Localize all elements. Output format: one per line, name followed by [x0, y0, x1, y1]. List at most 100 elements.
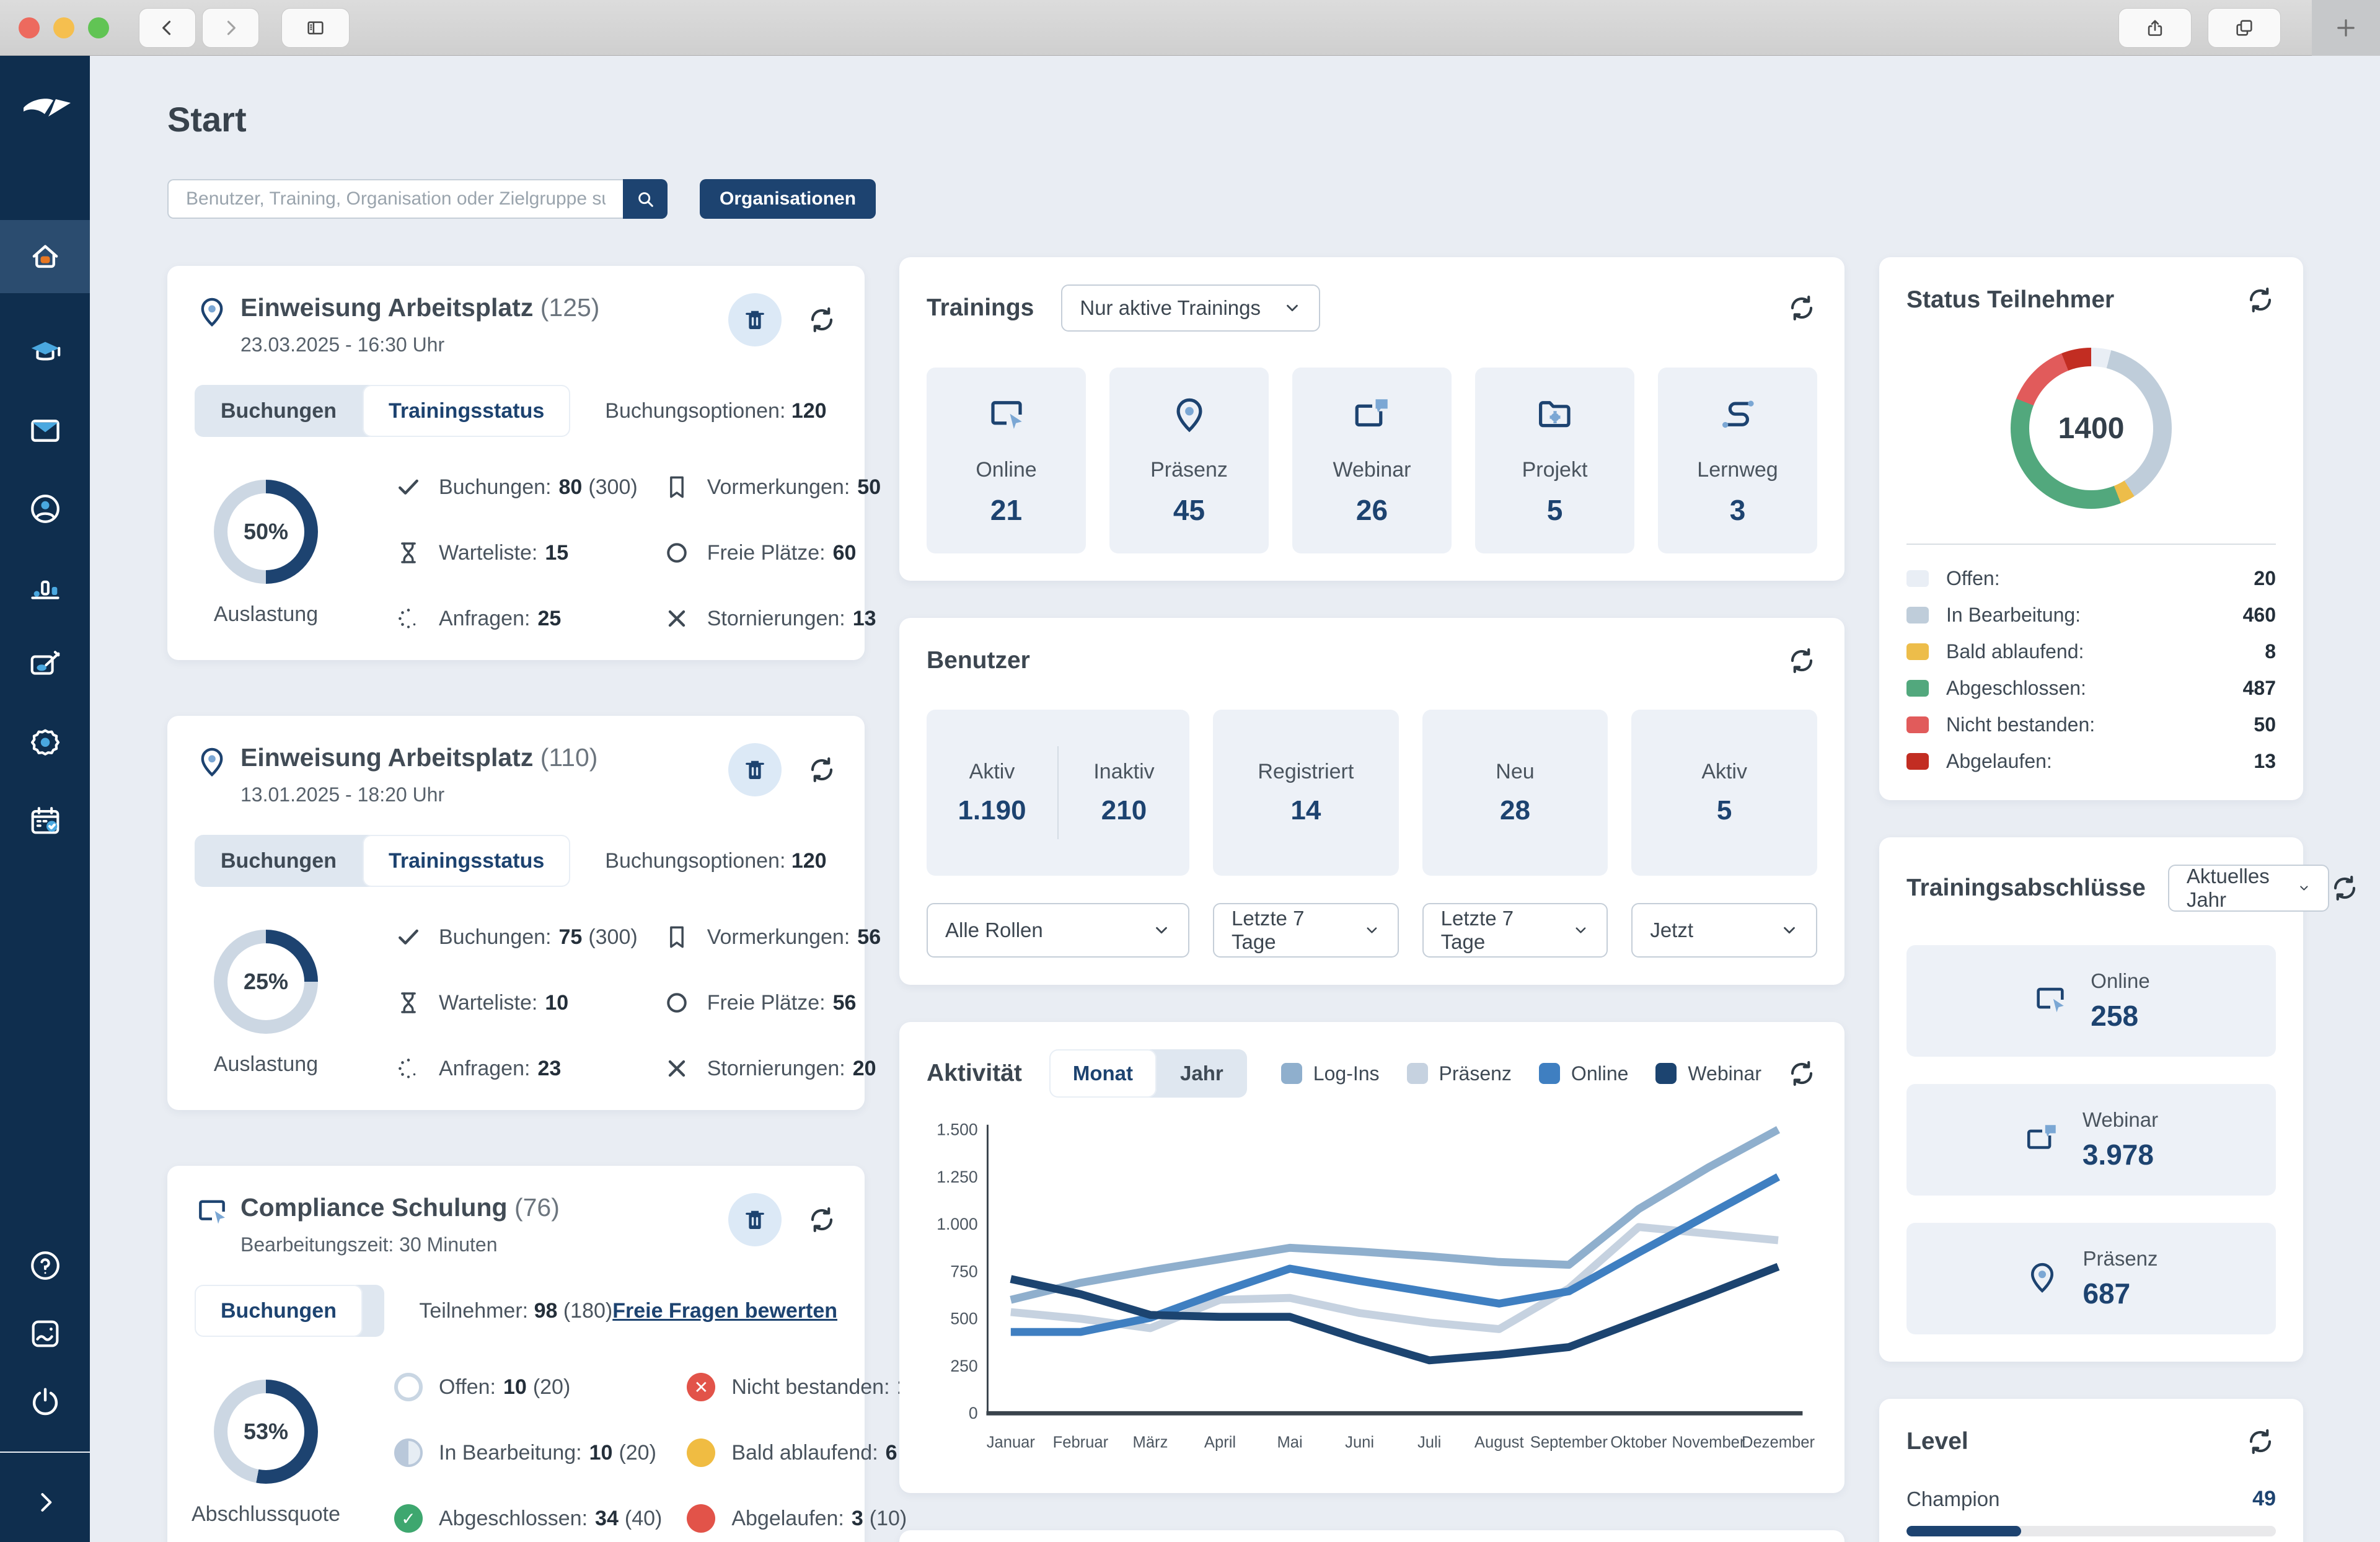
tile-webinar[interactable]: Webinar 26	[1292, 368, 1452, 553]
toggle-jahr[interactable]: Jahr	[1180, 1062, 1223, 1085]
sidebar-toggle-button[interactable]	[281, 7, 350, 48]
refresh-section-button[interactable]	[1786, 293, 1817, 324]
tile-neu[interactable]: Neu 28	[1422, 710, 1608, 876]
open-circle-icon	[394, 1373, 423, 1401]
donut-caption: Auslastung	[213, 602, 319, 626]
stat-label: Vormerkungen:	[707, 475, 850, 499]
chevron-down-icon	[1572, 921, 1589, 940]
power-icon	[27, 1384, 63, 1420]
refresh-card-button[interactable]	[806, 1204, 837, 1235]
legend-log-ins: Log-Ins	[1280, 1062, 1380, 1085]
tile-lernweg[interactable]: Lernweg 3	[1658, 368, 1817, 553]
trainings-filter-dropdown[interactable]: Nur aktive Trainings	[1061, 284, 1320, 332]
stat-value: 10	[589, 1440, 613, 1465]
tile-label: Online	[2091, 969, 2150, 992]
organisations-button[interactable]: Organisationen	[700, 179, 876, 219]
refresh-section-button[interactable]	[2329, 873, 2360, 904]
stat-label: In Bearbeitung:	[439, 1440, 582, 1465]
sidebar-divider	[0, 1452, 90, 1453]
roles-filter-dropdown[interactable]: Alle Rollen	[927, 903, 1189, 958]
neu-range-dropdown[interactable]: Letzte 7 Tage	[1422, 903, 1608, 958]
freie-fragen-link[interactable]: Freie Fragen bewerten	[612, 1298, 837, 1323]
tile-praesenz-abschluesse[interactable]: Präsenz 687	[1906, 1223, 2276, 1334]
meta-value: 98	[534, 1298, 558, 1323]
search-button[interactable]	[623, 179, 668, 219]
card-tabs: Buchungen Trainingsstatus	[195, 1285, 385, 1337]
sidebar-expand-button[interactable]	[0, 1484, 90, 1521]
tab-trainingsstatus[interactable]: Trainingsstatus	[363, 1285, 384, 1337]
sidebar-item-help[interactable]	[0, 1247, 90, 1284]
legend-webinar: Webinar	[1655, 1062, 1761, 1085]
svg-text:Mai: Mai	[1277, 1434, 1302, 1451]
stat-value: 23	[537, 1056, 562, 1080]
legend-value: 8	[2265, 640, 2276, 663]
registriert-range-dropdown[interactable]: Letzte 7 Tage	[1213, 903, 1399, 958]
sidebar-item-users[interactable]	[0, 490, 90, 527]
section-title: Aktivität	[927, 1060, 1022, 1086]
year-filter-dropdown[interactable]: Aktuelles Jahr	[2167, 865, 2329, 912]
sidebar-item-trainings[interactable]	[0, 334, 90, 371]
stat-extra: (300)	[588, 925, 638, 949]
aktivitaet-card: Aktivität Monat Jahr Log-Ins Präsenz Onl…	[899, 1022, 1844, 1493]
tab-buchungen[interactable]: Buchungen	[195, 1285, 363, 1337]
tile-value: 1.190	[958, 795, 1026, 826]
tab-overview-button[interactable]	[2208, 7, 2281, 48]
sidebar-item-home[interactable]	[0, 220, 90, 293]
sidebar-item-editor[interactable]	[0, 646, 90, 684]
chevron-down-icon	[1780, 921, 1799, 940]
sidebar-item-calendar[interactable]	[0, 803, 90, 840]
tile-aktiv-inaktiv[interactable]: Aktiv 1.190 Inaktiv 210	[927, 710, 1189, 876]
new-tab-strip[interactable]	[2312, 0, 2380, 56]
refresh-icon	[2245, 284, 2276, 315]
tab-buchungen[interactable]: Buchungen	[221, 399, 337, 423]
refresh-section-button[interactable]	[1786, 1058, 1817, 1089]
sidebar-item-media[interactable]	[0, 1315, 90, 1352]
minimize-window-button[interactable]	[53, 17, 74, 38]
search-input[interactable]	[167, 179, 623, 219]
tab-buchungen[interactable]: Buchungen	[221, 848, 337, 873]
close-window-button[interactable]	[19, 17, 40, 38]
sidebar-item-logout[interactable]	[0, 1383, 90, 1421]
delete-card-button[interactable]	[728, 743, 782, 796]
tile-aktiv-jetzt[interactable]: Aktiv 5	[1631, 710, 1817, 876]
delete-card-button[interactable]	[728, 1193, 782, 1246]
browser-forward-button[interactable]	[202, 7, 259, 48]
sidebar-item-reports[interactable]	[0, 568, 90, 606]
tab-trainingsstatus[interactable]: Trainingsstatus	[362, 385, 571, 437]
meta-label: Teilnehmer:	[419, 1298, 529, 1323]
tile-value: 687	[2082, 1277, 2131, 1310]
tile-praesenz[interactable]: Präsenz 45	[1109, 368, 1269, 553]
tile-online-abschluesse[interactable]: Online 258	[1906, 945, 2276, 1057]
section-title: Status Teilnehmer	[1906, 286, 2115, 313]
window-chrome	[0, 0, 2380, 56]
refresh-card-button[interactable]	[806, 304, 837, 335]
tile-registriert[interactable]: Registriert 14	[1213, 710, 1399, 876]
toggle-monat[interactable]: Monat	[1049, 1049, 1157, 1098]
sidebar-item-messages[interactable]	[0, 412, 90, 449]
browser-back-button[interactable]	[139, 7, 196, 48]
legend-row-nicht-bestanden: Nicht bestanden: 50	[1906, 713, 2276, 736]
tile-value: 5	[1716, 795, 1732, 826]
delete-card-button[interactable]	[728, 293, 782, 346]
card-title-text: Einweisung Arbeitsplatz	[240, 293, 534, 322]
chevron-down-icon	[2298, 879, 2311, 897]
refresh-card-button[interactable]	[806, 754, 837, 785]
refresh-section-button[interactable]	[2245, 1426, 2276, 1457]
tile-webinar-abschluesse[interactable]: Webinar 3.978	[1906, 1084, 2276, 1196]
tile-projekt[interactable]: Projekt 5	[1475, 368, 1634, 553]
tile-online[interactable]: Online 21	[927, 368, 1086, 553]
refresh-section-button[interactable]	[1786, 645, 1817, 676]
share-button[interactable]	[2118, 7, 2192, 48]
sidebar-item-settings[interactable]	[0, 725, 90, 762]
tile-label: Webinar	[1333, 458, 1411, 482]
tile-value: 258	[2091, 1000, 2139, 1032]
tab-trainingsstatus[interactable]: Trainingsstatus	[362, 835, 571, 887]
divider	[1906, 544, 2276, 545]
refresh-icon	[2329, 873, 2360, 904]
svg-text:Juli: Juli	[1417, 1434, 1441, 1451]
aktiv-range-dropdown[interactable]: Jetzt	[1631, 903, 1817, 958]
refresh-section-button[interactable]	[2245, 284, 2276, 315]
stat-extra: (20)	[532, 1375, 571, 1399]
zoom-window-button[interactable]	[88, 17, 109, 38]
card-subtitle: 13.01.2025 - 18:20 Uhr	[240, 783, 445, 806]
